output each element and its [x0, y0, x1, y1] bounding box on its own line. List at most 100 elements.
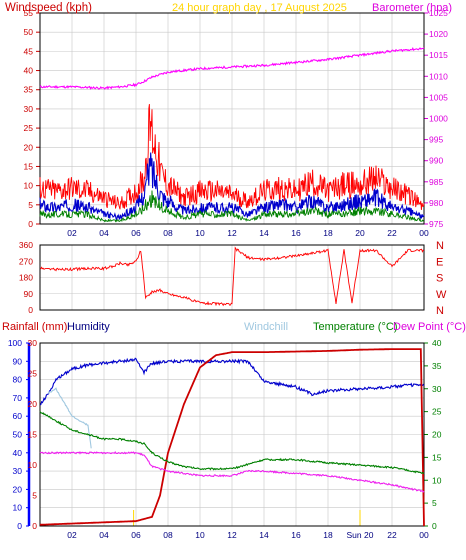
x-tick-label: 12 [227, 530, 237, 540]
windchill-line [47, 387, 92, 449]
panel-frame [39, 342, 425, 527]
x-tick-label: 08 [163, 530, 173, 540]
y-tick-label: 15 [24, 161, 34, 171]
x-tick-label: 16 [291, 228, 301, 238]
humidity-tick-label: 90 [13, 356, 23, 366]
compass-label: E [436, 256, 443, 268]
y-tick-label: 90 [24, 289, 34, 299]
windspeed-axis-title: Windspeed (kph) [5, 2, 92, 14]
humidity-tick-label: 70 [13, 393, 23, 403]
x-tick-label: Sun 20 [347, 530, 374, 540]
y-tick-label-right: 1010 [429, 71, 448, 81]
y-tick-label-right: 1000 [429, 114, 448, 124]
x-tick-label: 06 [131, 228, 141, 238]
x-tick-label: 04 [99, 228, 109, 238]
panel-labels: Windspeed (kph) 24 hour graph day , 17 A… [2, 2, 466, 333]
compass-label: N [436, 305, 444, 317]
humidity-tick-label: 0 [17, 521, 22, 531]
y-tick-label: 45 [24, 46, 34, 56]
y-tick-label-right: 1005 [429, 92, 448, 102]
x-tick-label: 02 [67, 530, 77, 540]
humidity-tick-label: 100 [8, 338, 22, 348]
humidity-tick-label: 30 [13, 466, 23, 476]
humidity-axis-title: Humidity [67, 321, 110, 333]
temp-tick-label: 40 [432, 338, 442, 348]
rainfall-axis-title: Rainfall (mm) [2, 321, 67, 333]
y-tick-label-right: 990 [429, 156, 443, 166]
x-tick-label: 18 [323, 530, 333, 540]
windspeed-gust-line [39, 104, 425, 210]
rain-tick-label: 15 [28, 430, 38, 440]
y-tick-label: 55 [24, 8, 34, 18]
temperature-line [39, 411, 425, 475]
x-tick-label: 12 [227, 228, 237, 238]
y-tick-label: 50 [24, 27, 34, 37]
rain-tick-label: 20 [28, 399, 38, 409]
barometer-line [39, 47, 425, 91]
humidity-tick-label: 80 [13, 375, 23, 385]
temp-tick-label: 20 [432, 430, 442, 440]
y-tick-label: 0 [28, 305, 33, 315]
panel-frame [39, 244, 425, 311]
x-tick-label: 18 [323, 228, 333, 238]
y-tick-label: 180 [19, 273, 33, 283]
temperature-axis-title: Temperature (°C) [313, 321, 397, 333]
wind-direction-line [39, 246, 425, 307]
windchill-title: Windchill [244, 321, 288, 333]
x-tick-label: 04 [99, 530, 109, 540]
dewpoint-line [39, 450, 425, 493]
y-tick-label: 10 [24, 181, 34, 191]
y-tick-label-right: 985 [429, 177, 443, 187]
humidity-tick-label: 50 [13, 430, 23, 440]
rain-tick-label: 5 [32, 491, 37, 501]
x-tick-label: 10 [195, 228, 205, 238]
x-tick-label: 10 [195, 530, 205, 540]
y-tick-label: 35 [24, 85, 34, 95]
humidity-tick-label: 60 [13, 411, 23, 421]
chart-title: 24 hour graph day , 17 August 2025 [172, 2, 347, 14]
temp-tick-label: 5 [432, 498, 437, 508]
y-tick-label-right: 1025 [429, 8, 448, 18]
rain-tick-label: 10 [28, 460, 38, 470]
humidity-line [39, 357, 425, 406]
y-tick-label: 360 [19, 240, 33, 250]
y-tick-label: 20 [24, 142, 34, 152]
humidity-tick-label: 40 [13, 448, 23, 458]
rain-tick-label: 30 [28, 338, 38, 348]
y-tick-label: 30 [24, 104, 34, 114]
temp-tick-label: 15 [432, 452, 442, 462]
y-tick-label-right: 1020 [429, 29, 448, 39]
x-tick-label: 20 [355, 228, 365, 238]
windspeed-avg-line [39, 152, 425, 221]
y-tick-label: 270 [19, 256, 33, 266]
panel-frame [39, 12, 425, 225]
compass-label: N [436, 240, 444, 252]
compass-label: W [436, 289, 447, 301]
x-tick-label: 16 [291, 530, 301, 540]
wind-barometer-panel: 0510152025303540455055975980985990995100… [24, 8, 449, 238]
y-tick-label-right: 1015 [429, 50, 448, 60]
y-tick-label-right: 980 [429, 198, 443, 208]
y-tick-label: 0 [28, 219, 33, 229]
x-tick-label: 14 [259, 228, 269, 238]
x-tick-label: 22 [387, 530, 397, 540]
x-tick-label: 06 [131, 530, 141, 540]
windspeed-low-line [39, 190, 424, 223]
temp-tick-label: 10 [432, 475, 442, 485]
x-tick-label: 08 [163, 228, 173, 238]
compass-label: S [436, 273, 443, 285]
x-tick-label: 00 [419, 530, 429, 540]
x-tick-label: 22 [387, 228, 397, 238]
x-tick-label: 00 [419, 228, 429, 238]
humidity-tick-label: 10 [13, 503, 23, 513]
humidity-tick-label: 20 [13, 484, 23, 494]
rainfall-line [39, 348, 425, 527]
y-tick-label-right: 995 [429, 135, 443, 145]
barometer-axis-title: Barometer (hpa) [372, 2, 452, 14]
rain-tick-label: 25 [28, 369, 38, 379]
x-tick-label: 14 [259, 530, 269, 540]
y-tick-label: 25 [24, 123, 34, 133]
